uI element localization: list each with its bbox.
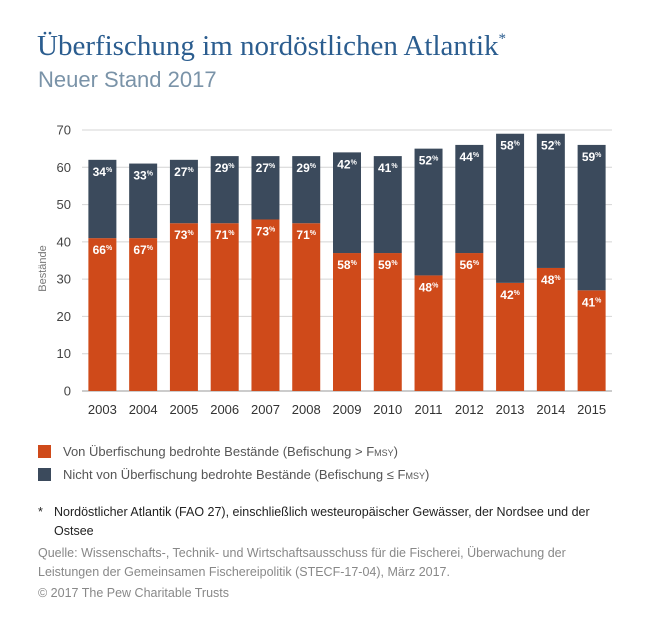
bar-not-overfished xyxy=(373,156,402,254)
bar-not-overfished xyxy=(88,159,117,239)
x-tick-label: 2012 xyxy=(455,402,484,417)
bar-overfished xyxy=(373,253,402,391)
x-tick-label: 2005 xyxy=(169,402,198,417)
bar-not-overfished xyxy=(414,148,443,276)
x-tick-label: 2003 xyxy=(88,402,117,417)
bar-overfished xyxy=(251,219,280,391)
data-label: 73% xyxy=(174,228,194,242)
y-tick-label: 50 xyxy=(57,197,71,212)
data-label: 73% xyxy=(256,224,276,238)
data-label: 48% xyxy=(541,273,561,287)
data-label: 71% xyxy=(296,228,316,242)
data-label: 29% xyxy=(296,161,316,175)
data-label: 52% xyxy=(541,139,561,153)
bar-overfished xyxy=(536,267,565,391)
y-tick-label: 40 xyxy=(57,234,71,249)
data-label: 59% xyxy=(378,258,398,272)
x-tick-label: 2011 xyxy=(415,402,443,417)
x-tick-label: 2004 xyxy=(129,402,158,417)
bar-overfished xyxy=(292,223,321,391)
y-tick-label: 60 xyxy=(57,160,71,175)
data-label: 67% xyxy=(133,243,153,257)
chart-notes: * Nordöstlicher Atlantik (FAO 27), einsc… xyxy=(38,503,623,603)
chart-title: Überfischung im nordöstlichen Atlantik* xyxy=(37,30,506,63)
data-label: 42% xyxy=(500,288,520,302)
legend-item-not-overfished: Nicht von Überfischung bedrohte Bestände… xyxy=(38,467,429,482)
x-tick-label: 2015 xyxy=(577,402,606,417)
legend-label-overfished: Von Überfischung bedrohte Bestände (Befi… xyxy=(63,444,398,459)
bar-not-overfished xyxy=(455,144,484,254)
source-note: Quelle: Wissenschafts-, Technik- und Wir… xyxy=(38,546,566,579)
y-tick-label: 10 xyxy=(57,346,71,361)
bar-not-overfished xyxy=(536,133,565,268)
data-label: 58% xyxy=(337,258,357,272)
data-label: 52% xyxy=(419,154,439,168)
legend-swatch-overfished xyxy=(38,445,51,458)
data-label: 44% xyxy=(460,150,480,164)
y-tick-label: 30 xyxy=(57,272,71,287)
legend-item-overfished: Von Überfischung bedrohte Bestände (Befi… xyxy=(38,444,398,459)
bar-overfished xyxy=(414,275,443,391)
x-tick-label: 2008 xyxy=(292,402,321,417)
x-tick-label: 2013 xyxy=(496,402,525,417)
x-tick-label: 2010 xyxy=(373,402,402,417)
data-label: 27% xyxy=(174,165,194,179)
copyright-note: © 2017 The Pew Charitable Trusts xyxy=(38,586,230,600)
x-tick-label: 2006 xyxy=(210,402,239,417)
legend-label-not-overfished: Nicht von Überfischung bedrohte Bestände… xyxy=(63,467,430,482)
data-label: 59% xyxy=(582,150,602,164)
y-axis-label: Bestände xyxy=(37,245,49,291)
data-label: 41% xyxy=(582,295,602,309)
data-label: 41% xyxy=(378,161,398,175)
data-label: 66% xyxy=(93,243,113,257)
data-label: 29% xyxy=(215,161,235,175)
data-label: 58% xyxy=(500,139,520,153)
title-footnote-mark: * xyxy=(498,31,507,47)
footnote: * Nordöstlicher Atlantik (FAO 27), einsc… xyxy=(38,503,623,541)
bar-overfished xyxy=(210,223,239,391)
bar-overfished xyxy=(88,238,117,391)
data-label: 33% xyxy=(133,169,153,183)
y-tick-label: 0 xyxy=(64,384,71,399)
bar-overfished xyxy=(455,253,484,391)
bar-overfished xyxy=(169,223,198,391)
footnote-text: Nordöstlicher Atlantik (FAO 27), einschl… xyxy=(54,505,590,538)
data-label: 42% xyxy=(337,157,357,171)
bar-overfished xyxy=(496,282,525,391)
bar-not-overfished xyxy=(292,156,321,224)
x-tick-label: 2007 xyxy=(251,402,280,417)
data-label: 56% xyxy=(460,258,480,272)
legend-swatch-not-overfished xyxy=(38,468,51,481)
x-tick-label: 2014 xyxy=(536,402,565,417)
bar-not-overfished xyxy=(496,133,525,283)
bar-overfished xyxy=(129,238,158,391)
bar-not-overfished xyxy=(251,156,280,220)
bar-not-overfished xyxy=(169,159,198,224)
y-tick-label: 20 xyxy=(57,309,71,324)
y-tick-label: 70 xyxy=(57,123,71,138)
bar-not-overfished xyxy=(210,156,239,224)
bar-overfished xyxy=(333,253,361,391)
bar-not-overfished xyxy=(129,163,158,239)
data-label: 34% xyxy=(93,165,113,179)
footnote-mark: * xyxy=(38,505,43,519)
bar-not-overfished xyxy=(577,144,606,291)
stacked-bar-chart: 0 10 20 30 40 50 60 70 Bestände 66% 34% 2003 67% 33% 2… xyxy=(37,123,612,417)
data-label: 27% xyxy=(256,161,276,175)
data-label: 71% xyxy=(215,228,235,242)
x-tick-label: 2009 xyxy=(333,402,362,417)
data-label: 48% xyxy=(419,280,439,294)
title-text: Überfischung im nordöstlichen Atlantik xyxy=(37,30,499,62)
chart-subtitle: Neuer Stand 2017 xyxy=(38,67,217,92)
bar-not-overfished xyxy=(333,152,361,254)
bar-overfished xyxy=(577,290,606,391)
